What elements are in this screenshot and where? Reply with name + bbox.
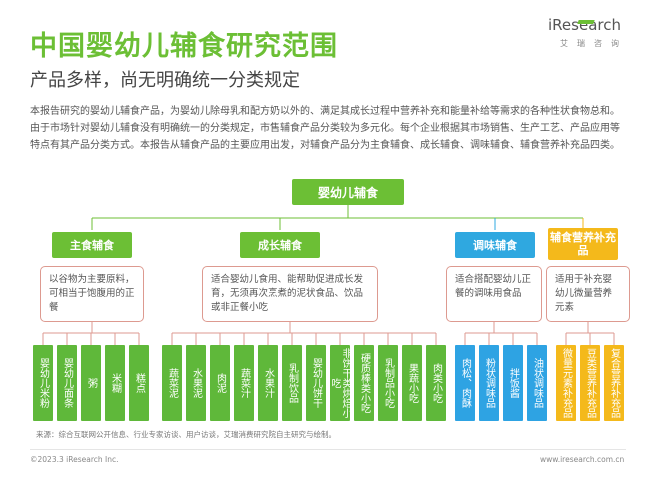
leaf-item: 水果泥 [186,345,206,421]
footer-divider [30,449,626,450]
iresearch-logo: iResearch 艾瑞咨询 [548,16,628,52]
leaf-item: 蔬菜泥 [162,345,182,421]
leaf-item: 粉状调味品 [479,345,499,421]
leaf-item: 油状调味品 [527,345,547,421]
leaf-item: 豆类营养补充品 [580,345,600,421]
intro-paragraph: 本报告研究的婴幼儿辅食产品，为婴幼儿除母乳和配方奶以外的、满足其成长过程中营养补… [30,106,620,151]
leaf-item: 微量元素补充品 [556,345,576,421]
category-seasoning: 调味辅食 [455,232,535,258]
leaf-item: 硬质棒类小吃 [354,345,374,421]
category-supplement-desc: 适用于补充婴幼儿微量营养元素 [546,266,630,322]
category-growth: 成长辅食 [240,232,320,258]
source-note: 来源：综合互联网公开信息、行业专家访谈、用户访谈，艾瑞消费研究院自主研究与绘制。 [36,430,336,439]
leaf-item: 果蔬小吃 [402,345,422,421]
category-staple: 主食辅食 [52,232,132,258]
category-staple-desc: 以谷物为主要原料，可相当于饱腹用的正餐 [40,266,144,322]
leaf-item: 粥 [81,345,101,421]
page-title: 中国婴幼儿辅食研究范围 [30,31,338,62]
leaf-item: 蔬菜汁 [234,345,254,421]
leaf-item: 乳制品小吃 [378,345,398,421]
leaf-item: 拌饭酱 [503,345,523,421]
leaf-item: 婴幼儿饼干 [306,345,326,421]
category-growth-desc: 适合婴幼儿食用、能帮助促进成长发育，无须再次烹煮的泥状食品、饮品或非正餐小吃 [202,266,378,322]
leaf-item: 米糊 [105,345,125,421]
leaf-item: 乳制饮品 [282,345,302,421]
leaf-item: 婴幼儿面条 [57,345,77,421]
copyright: ©2023.3 iResearch Inc. [30,455,119,464]
root-node: 婴幼儿辅食 [292,179,404,205]
category-supplement: 辅食营养补充品 [548,228,618,260]
leaf-item: 糕点 [129,345,149,421]
leaf-item: 水果汁 [258,345,278,421]
leaf-item: 肉泥 [210,345,230,421]
logo-wordmark: iResearch [548,16,621,34]
category-seasoning-desc: 适合搭配婴幼儿正餐的调味用食品 [446,266,542,322]
leaf-item: 肉类小吃 [426,345,446,421]
website-link[interactable]: www.iresearch.com.cn [540,455,625,464]
leaf-item: 复合营养补充品 [604,345,624,421]
leaf-item: 非饼干类烘焙小吃 [329,345,351,421]
leaf-item: 婴幼儿米粉 [33,345,53,421]
leaf-item: 肉松、肉酥 [455,345,475,421]
page-subtitle: 产品多样，尚无明确统一分类规定 [30,70,300,91]
logo-cn: 艾瑞咨询 [560,39,628,48]
